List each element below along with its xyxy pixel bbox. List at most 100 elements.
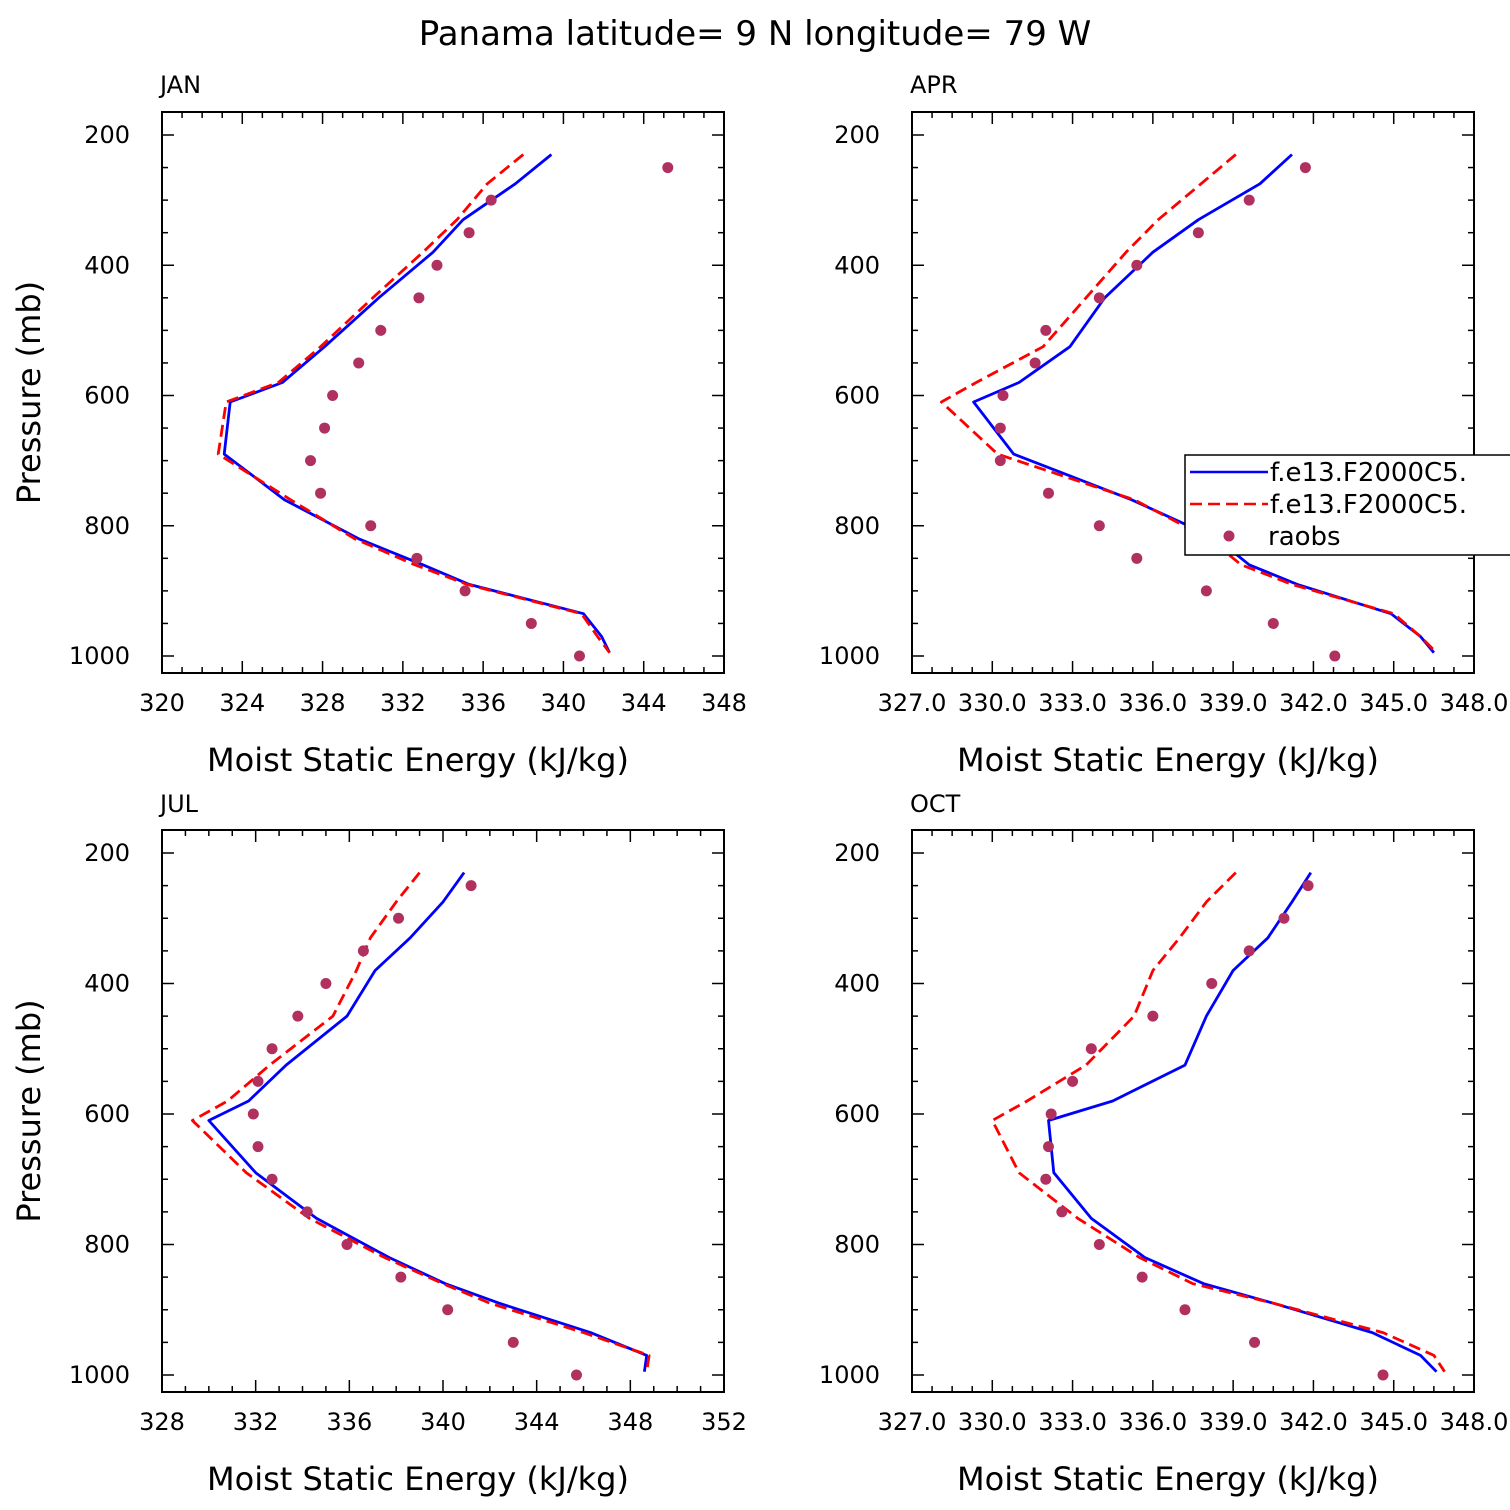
x-tick-label: 342.0 [1279,1408,1348,1436]
x-tick-label: 348 [607,1408,653,1436]
y-tick-label: 800 [834,512,880,540]
x-tick-label: 332 [233,1408,279,1436]
raobs-point [1243,194,1255,206]
raobs-point [1299,162,1311,174]
x-tick-label: 324 [219,689,265,717]
ticks [911,830,1475,1392]
x-tick-label: 342.0 [1279,689,1348,717]
y-tick-label: 800 [84,1231,130,1259]
raobs-point [1302,880,1314,892]
y-tick-label: 600 [84,1100,130,1128]
raobs-point [994,455,1006,467]
raobs-point [1093,520,1105,532]
x-tick-label: 333.0 [1038,689,1107,717]
panel-label: JUL [158,790,199,818]
raobs-point [353,357,365,369]
y-tick-label: 600 [834,1100,880,1128]
raobs-point [1040,1173,1052,1185]
raobs-point [411,552,423,564]
x-axis-title: Moist Static Energy (kJ/kg) [957,1460,1379,1498]
x-tick-label: 328 [300,689,346,717]
raobs-point [1179,1304,1191,1316]
raobs-point [463,227,475,239]
raobs-point [341,1239,353,1250]
x-tick-label: 327.0 [878,689,947,717]
raobs-point [465,880,477,892]
raobs-point [1200,585,1212,597]
y-tick-label: 400 [834,970,880,998]
legend-label: raobs [1268,522,1341,552]
raobs-point [994,422,1006,434]
raobs-point [1067,1075,1079,1087]
raobs-point [442,1304,454,1316]
raobs-point [1056,1206,1068,1218]
raobs-point [1042,487,1054,499]
x-tick-label: 330.0 [958,1408,1027,1436]
legend-swatch-dot [1223,530,1235,542]
panel-label: JAN [158,71,201,99]
raobs-point [315,487,327,499]
x-tick-label: 348.0 [1440,689,1509,717]
raobs-point [1267,617,1279,629]
x-tick-label: 336.0 [1118,689,1187,717]
raobs-point [413,292,425,304]
figure-title: Panama latitude= 9 N longitude= 79 W [419,14,1092,54]
x-tick-label: 327.0 [878,1408,947,1436]
raobs-point [1093,1239,1105,1250]
raobs-point [320,978,332,989]
x-tick-label: 339.0 [1199,1408,1268,1436]
series-line-dashed [940,153,1438,654]
raobs-point [1045,1108,1057,1120]
panel-oct: OCT 327.0 330.0 333.0 336.0 339.0 342.0 345.0 3… [819,790,1508,1498]
plot-frame [911,111,1475,674]
raobs-point [301,1206,313,1218]
x-tick-label: 352 [701,1408,747,1436]
raobs-point [997,390,1009,401]
raobs-point [247,1108,259,1120]
raobs-point [1278,912,1290,924]
x-tick-label: 336.0 [1118,1408,1187,1436]
x-tick-label: 348.0 [1440,1408,1509,1436]
x-tick-label: 348 [701,689,747,717]
plot-area [940,153,1438,662]
panel-label: OCT [910,790,961,818]
series-line-solid [972,153,1435,654]
raobs-point [485,194,497,206]
raobs-point [573,650,585,662]
raobs-point [1093,292,1105,304]
x-tick-label: 320 [139,689,185,717]
y-tick-label: 400 [834,251,880,279]
y-tick-label: 200 [84,121,130,149]
panel-apr: APR 327.0 330.0 333.0 336.0 339.0 342.0 345.0 3… [819,71,1508,779]
raobs-point [252,1141,264,1153]
raobs-point [1243,945,1255,957]
raobs-point [1131,259,1143,271]
raobs-point [1136,1271,1148,1283]
raobs-point [1040,324,1052,336]
raobs-point [252,1075,264,1087]
raobs-point [319,422,331,434]
plot-area [990,871,1446,1381]
raobs-point [292,1010,304,1022]
y-tick-label: 200 [84,839,130,867]
x-axis-title: Moist Static Energy (kJ/kg) [207,741,629,779]
x-tick-label: 336 [326,1408,372,1436]
y-tick-label: 1000 [69,1361,130,1389]
raobs-point [266,1173,278,1185]
y-tick-label: 200 [834,121,880,149]
x-tick-label: 344 [514,1408,560,1436]
raobs-point [375,324,387,336]
x-axis-title: Moist Static Energy (kJ/kg) [207,1460,629,1498]
legend: f.e13.F2000C5. f.e13.F2000C5. raobs [1184,454,1510,556]
panel-label: APR [910,71,958,99]
raobs-point [431,259,443,271]
legend-label: f.e13.F2000C5. [1270,458,1467,488]
x-tick-label: 333.0 [1038,1408,1107,1436]
raobs-point [393,912,405,924]
raobs-point [305,455,317,467]
ticks [161,112,725,673]
y-tick-label: 600 [834,382,880,410]
raobs-point [1085,1043,1097,1055]
raobs-point [327,390,339,401]
